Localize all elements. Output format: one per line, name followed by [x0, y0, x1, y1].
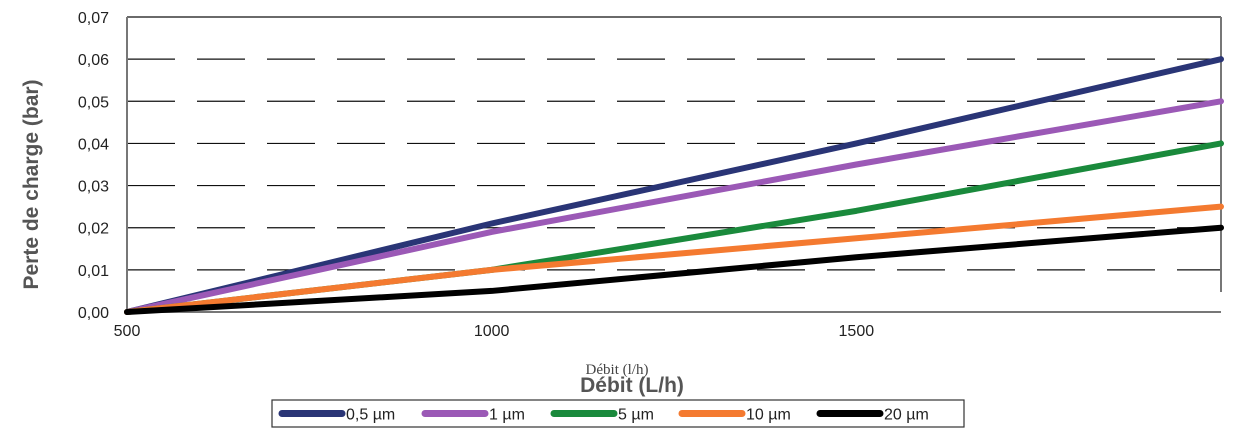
legend-label: 1 µm	[489, 407, 525, 424]
x-tick-label: 500	[114, 323, 141, 340]
y-tick-label: 0,07	[78, 10, 109, 27]
y-axis-label: Perte de charge (bar)	[20, 79, 43, 289]
y-tick-label: 0,04	[78, 136, 109, 153]
series-line	[124, 98, 1224, 315]
legend-label: 0,5 µm	[346, 407, 395, 424]
y-tick-label: 0,00	[78, 305, 109, 322]
series-line	[124, 224, 1224, 315]
y-tick-label: 0,05	[78, 94, 109, 111]
legend-label: 10 µm	[746, 407, 791, 424]
legend-label: 5 µm	[618, 407, 654, 424]
legend-box	[271, 399, 965, 428]
series-group	[124, 56, 1224, 315]
axes	[126, 17, 1222, 313]
x-tick-label: 1500	[839, 323, 875, 340]
y-tick-label: 0,03	[78, 179, 109, 196]
y-tick-label: 0,02	[78, 221, 109, 238]
x-axis-label-small: Débit (l/h)	[586, 362, 649, 378]
x-axis-label: Débit (L/h)	[580, 374, 684, 397]
y-tick-label: 0,01	[78, 263, 109, 280]
series-line	[124, 203, 1224, 315]
x-tick-label: 1000	[474, 323, 510, 340]
grid	[127, 16, 1221, 271]
legend-label: 20 µm	[884, 407, 929, 424]
y-tick-label: 0,06	[78, 52, 109, 69]
labels: 0,00 0,01 0,02 0,03 0,04 0,05 0,06 0,07 500 1000 1…	[20, 10, 874, 397]
legend: 0,5 µm 1 µm 5 µm 10 µm 20 µm	[271, 399, 965, 428]
series-line	[124, 56, 1224, 315]
